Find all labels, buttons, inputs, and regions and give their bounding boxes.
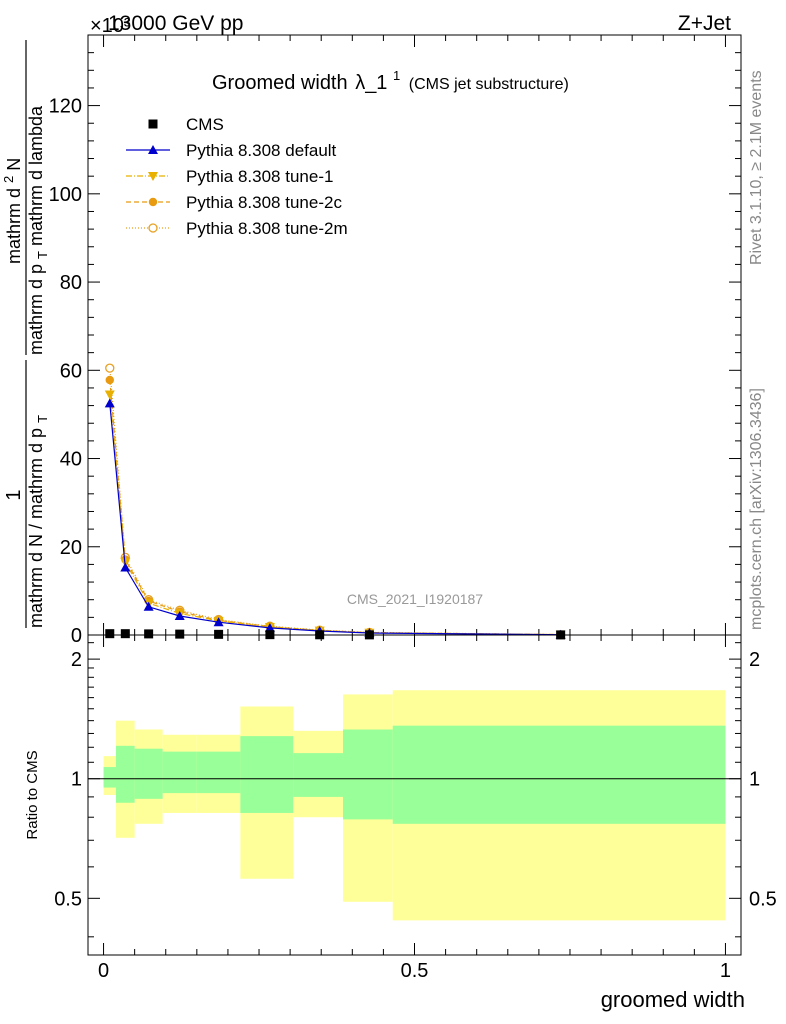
cms-data-point (148, 119, 158, 129)
tune1-point (148, 172, 158, 181)
legend-label: Pythia 8.308 tune-2c (186, 193, 342, 212)
default-point (120, 562, 131, 572)
ratio-inner-band (196, 751, 241, 794)
y-label-den-2: mathrm d p T mathrm d lambda (26, 105, 51, 355)
mcplots-label: mcplots.cern.ch [arXiv:1306.3436] (748, 388, 765, 630)
ratio-inner-band (115, 745, 135, 803)
ratio-y-tick-label-right: 0.5 (749, 888, 777, 910)
y-tick-label: 60 (60, 360, 82, 382)
cms-data-point (214, 629, 224, 639)
ratio-inner-band (293, 753, 343, 797)
ratio-plot-ticks: 0.5 0.5 1 1 2 2 0 0.5 1 (54, 635, 777, 982)
y-tick-label: 100 (49, 184, 82, 206)
y-label-den-1-main: mathrm d N / mathrm d p (26, 428, 46, 628)
y-tick-label: 20 (60, 537, 82, 559)
y-label-num-1: 1 (3, 489, 25, 500)
x-tick-label: 1 (720, 960, 731, 982)
header-process: Z+Jet (678, 12, 731, 35)
tune2m-point (105, 363, 115, 373)
y-label-den-1-sub: T (35, 415, 50, 423)
cms-data-point (144, 629, 154, 639)
ratio-plot-panel: 0.5 0.5 1 1 2 2 0 0.5 1 Ratio to CMS groomed wid… (24, 634, 777, 1012)
legend-label: Pythia 8.308 tune-1 (186, 167, 333, 186)
default-point (174, 611, 185, 621)
ratio-y-tick-label-left: 1 (71, 769, 82, 791)
series-line (109, 403, 561, 636)
default-point (104, 398, 115, 408)
legend: CMS Pythia 8.308 default Pythia 8.308 tune… (126, 115, 348, 238)
plot-title-lambda: λ_1 (355, 72, 387, 94)
y-label-den-2-sub: T (35, 251, 50, 259)
plot-title-sup: 1 (393, 68, 400, 83)
legend-label: Pythia 8.308 default (186, 141, 337, 160)
plot-title: Groomed width λ_1 1 (CMS jet substructur… (212, 63, 569, 94)
y-label-num-2-main: mathrm d (4, 188, 24, 264)
main-plot-panel: 0 20 40 60 80 100 120 CMS Pythia 8.308 default P… (0, 34, 742, 647)
y-axis-label: 1 mathrm d N / mathrm d p T mathrm d 2 N… (0, 40, 51, 628)
default-point (143, 601, 154, 611)
series-line (109, 394, 561, 636)
x-tick-label: 0.5 (401, 960, 429, 982)
ratio-y-tick-label-left: 0.5 (54, 888, 82, 910)
y-tick-label: 0 (71, 625, 82, 647)
y-tick-label: 40 (60, 449, 82, 471)
main-plot-series (104, 363, 566, 640)
series-line (109, 379, 561, 636)
legend-label: Pythia 8.308 tune-2m (186, 219, 348, 238)
cms-data-point (105, 629, 115, 639)
ratio-inner-band (103, 767, 116, 788)
cms-data-point (175, 629, 185, 639)
x-tick-label: 0 (98, 960, 109, 982)
tune1-point (104, 390, 115, 400)
tune2c-point (105, 375, 114, 385)
ratio-inner-band (342, 729, 393, 820)
ratio-inner-band (392, 725, 726, 824)
header-energy: 13000 GeV pp (108, 12, 243, 35)
main-plot-ticks: 0 20 40 60 80 100 120 (49, 35, 741, 647)
y-label-num-2-rest: N (4, 158, 24, 171)
tune2c-point (148, 197, 158, 207)
header-exponent: ×10³ (90, 15, 131, 37)
y-label-den-2-rest: mathrm d lambda (26, 105, 46, 246)
cms-data-point (120, 629, 130, 639)
legend-label: CMS (186, 115, 224, 134)
default-point (213, 617, 224, 627)
y-label-den-1: mathrm d N / mathrm d p T (26, 415, 50, 628)
ratio-bands (103, 690, 726, 921)
rivet-label: Rivet 3.1.10, ≥ 2.1M events (748, 70, 765, 265)
y-tick-label: 120 (49, 96, 82, 118)
y-label-num-2: mathrm d 2 N (0, 158, 24, 264)
ratio-y-tick-label-left: 2 (71, 649, 82, 671)
ratio-y-label: Ratio to CMS (24, 750, 41, 839)
default-point (264, 622, 275, 632)
y-tick-label: 80 (60, 272, 82, 294)
plot-title-main: Groomed width (212, 72, 348, 94)
watermark: CMS_2021_I1920187 (347, 591, 483, 607)
series-line (109, 368, 561, 636)
y-label-den-2-main: mathrm d p (26, 264, 46, 355)
plot-title-paren: (CMS jet substructure) (409, 76, 569, 93)
ratio-inner-band (162, 751, 197, 794)
ratio-y-tick-label-right: 1 (749, 769, 760, 791)
ratio-inner-band (134, 748, 163, 799)
x-axis-label: groomed width (601, 987, 745, 1012)
tune2m-point (148, 223, 158, 233)
ratio-inner-band (240, 736, 294, 813)
ratio-y-tick-label-right: 2 (749, 649, 760, 671)
default-point (148, 145, 158, 154)
y-label-num-2-sup: 2 (1, 176, 16, 183)
